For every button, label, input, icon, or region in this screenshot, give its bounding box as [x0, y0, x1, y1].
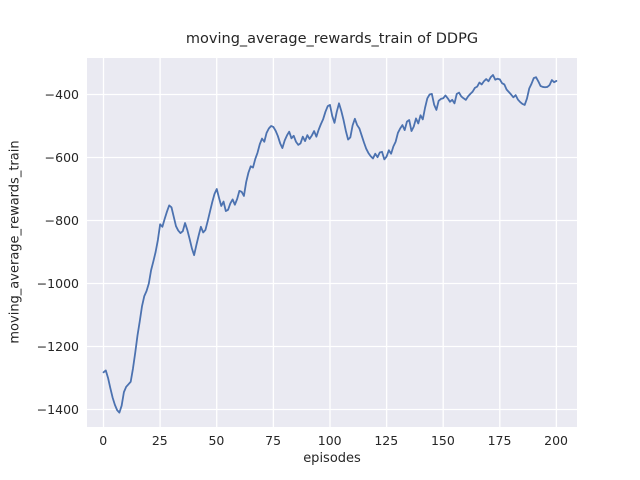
x-tick-label: 75	[265, 433, 282, 448]
gridlines	[86, 58, 577, 427]
y-tick-label: −400	[44, 86, 79, 102]
x-tick-label: 175	[487, 433, 512, 448]
x-tick-label: 50	[208, 433, 225, 448]
x-tick-label: 0	[99, 433, 108, 448]
plot-canvas	[86, 58, 577, 427]
y-tick-label: −1200	[36, 338, 79, 354]
y-tick-label: −1400	[36, 401, 79, 417]
chart-title: moving_average_rewards_train of DDPG	[185, 31, 479, 47]
x-tick-label: 100	[317, 433, 342, 448]
y-tick-label: −800	[44, 212, 79, 228]
x-tick-label: 200	[544, 433, 569, 448]
plot-background	[86, 58, 577, 427]
x-tick-label: 125	[374, 433, 399, 448]
x-axis-label: episodes	[303, 451, 361, 466]
x-tick-label: 150	[430, 433, 455, 448]
y-axis-label: moving_average_rewards_train	[7, 140, 23, 344]
y-tick-label: −600	[44, 149, 79, 165]
y-tick-label: −1000	[36, 275, 79, 291]
plot-area	[86, 58, 577, 427]
x-tick-label: 25	[151, 433, 168, 448]
ddpg-reward-line	[102, 74, 557, 414]
